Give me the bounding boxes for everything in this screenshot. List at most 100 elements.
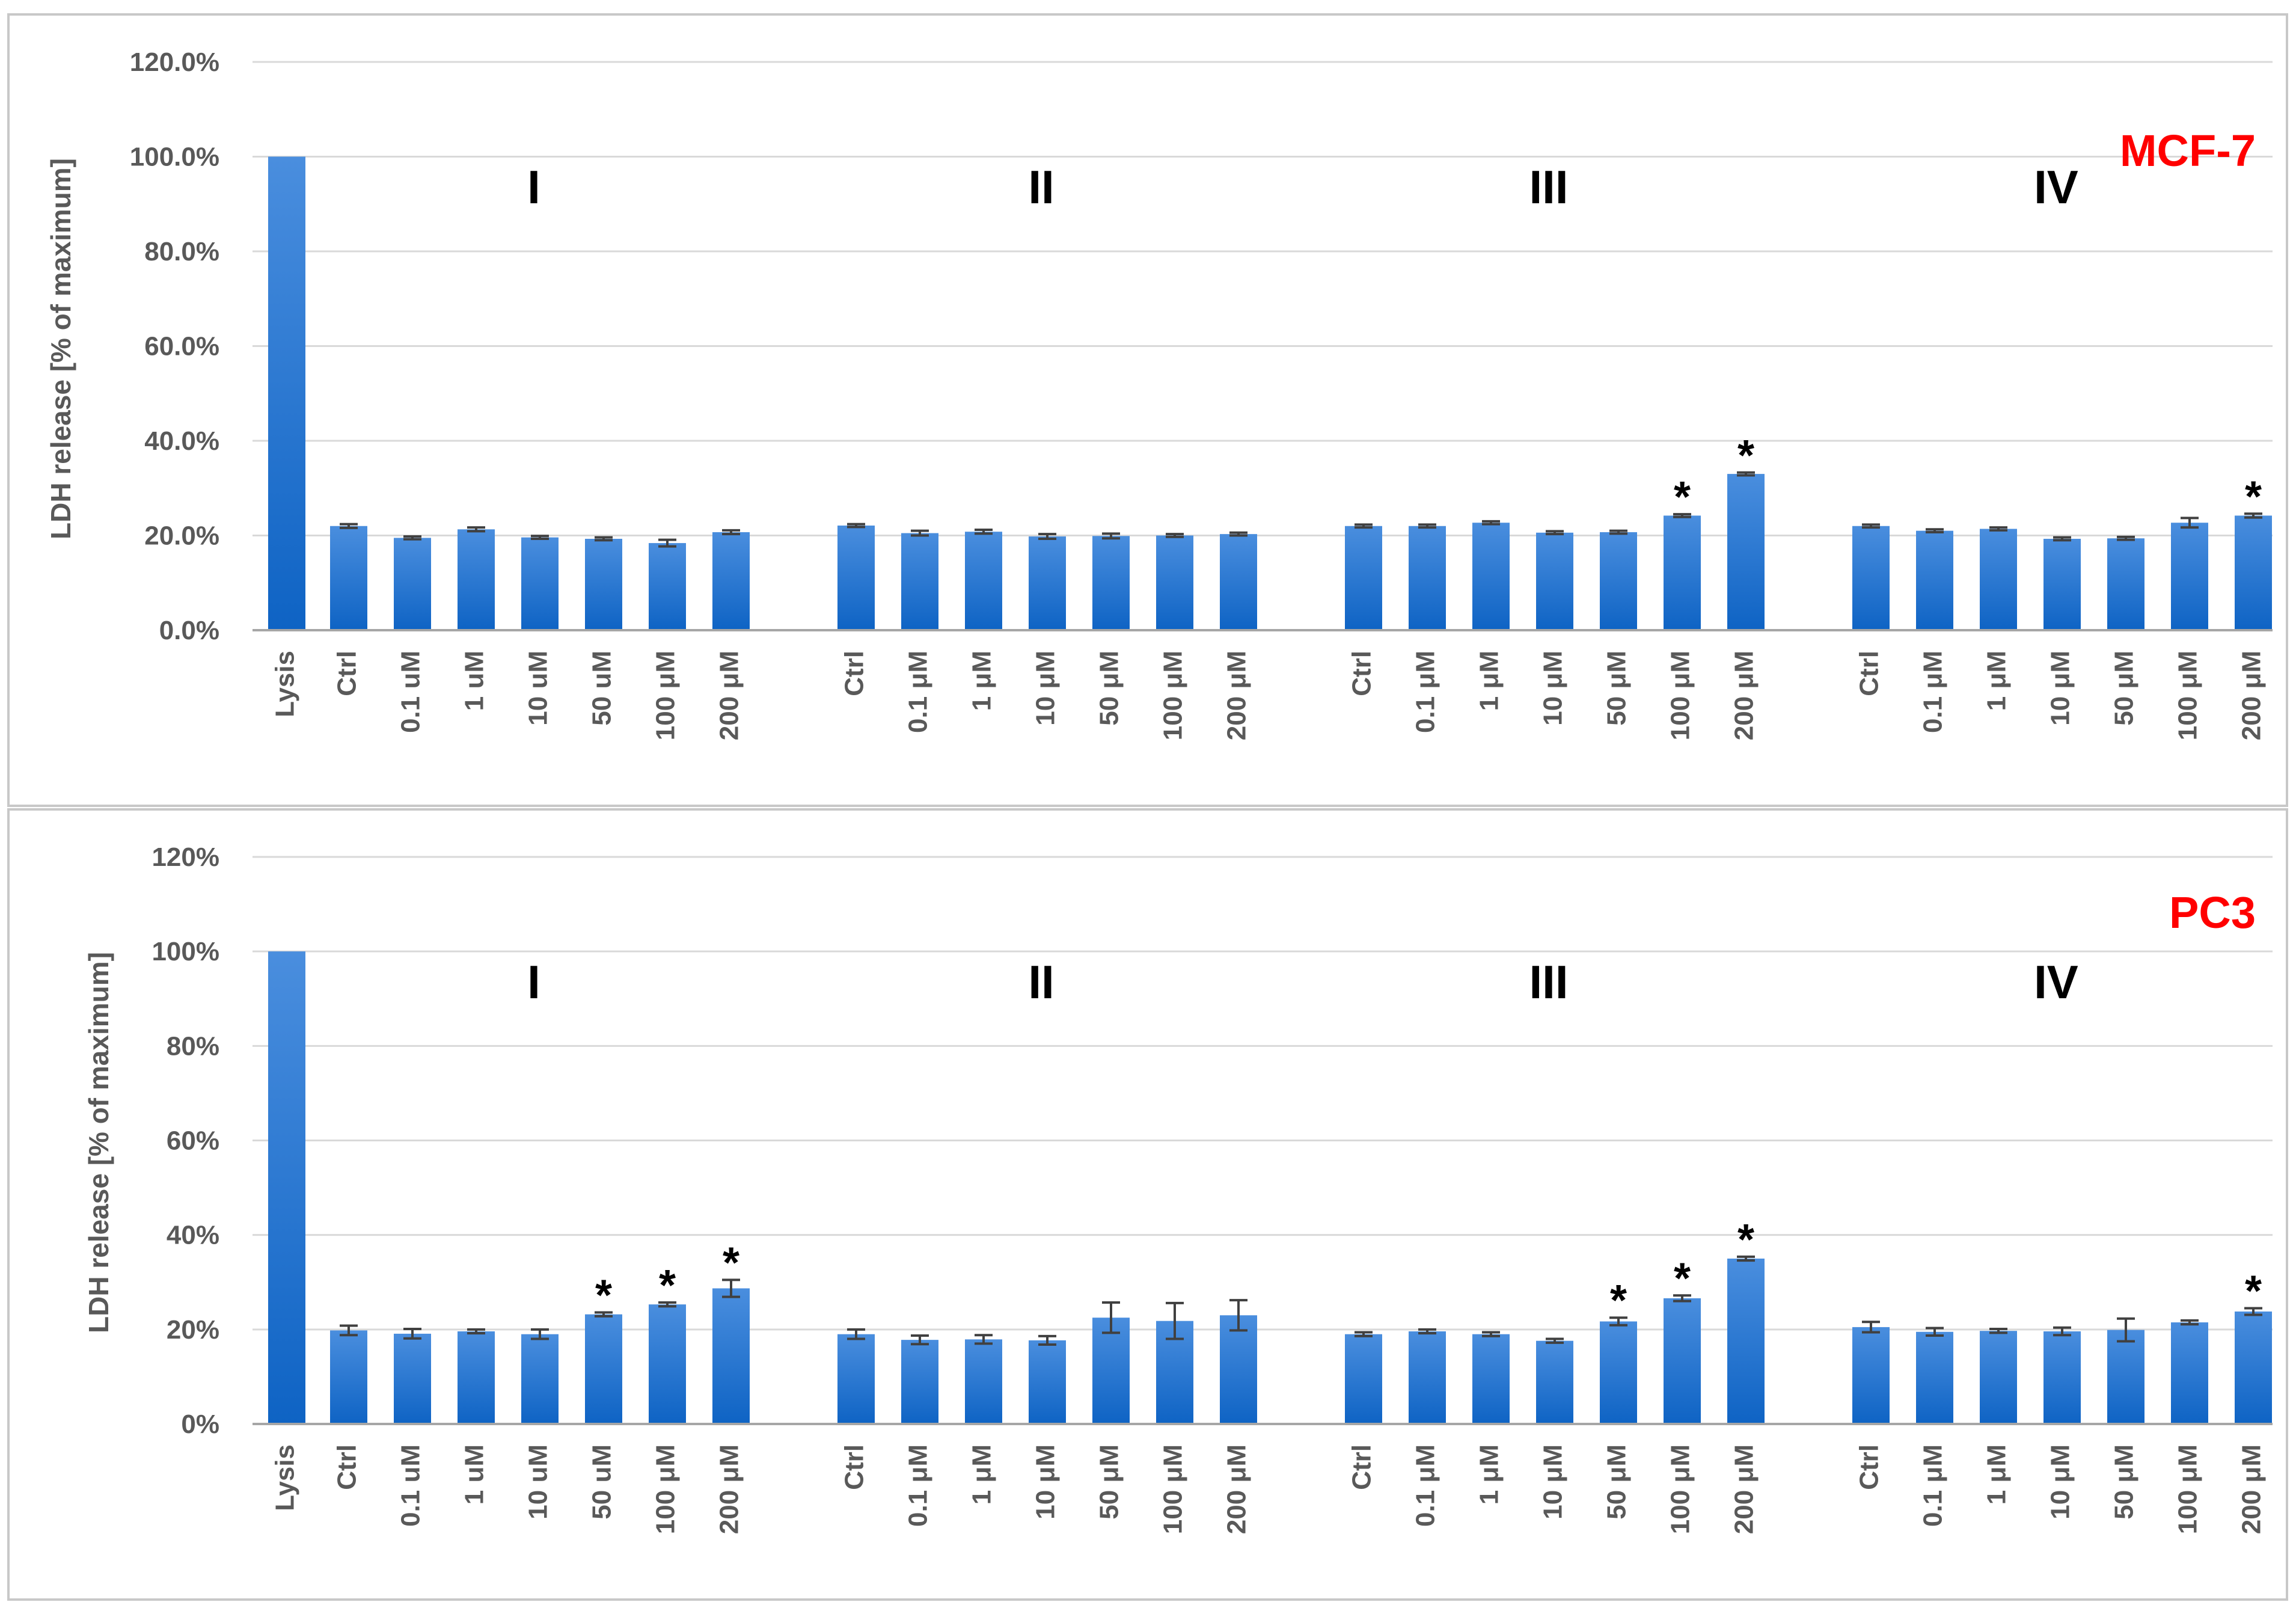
bar-group-4-1	[1916, 1331, 1953, 1424]
bar-group-3-2	[1472, 523, 1510, 630]
x-tick-label: 100 μM	[1666, 651, 1695, 740]
gridlines	[253, 61, 2273, 536]
x-tick-label: 0.1 μM	[1918, 651, 1948, 733]
y-tick-label: 80%	[167, 1031, 219, 1061]
significance-star: *	[1674, 473, 1691, 521]
bar-group-3-5	[1664, 515, 1701, 630]
bar-lysis	[268, 156, 305, 630]
x-tick-label: 200 μM	[2237, 651, 2267, 740]
bars: * * * * * * *	[268, 951, 2272, 1424]
bar-group-2-6	[1220, 1315, 1257, 1424]
group-label: III	[1529, 956, 1568, 1008]
bar-group-4-0	[1852, 526, 1890, 630]
bar-group-3-1	[1409, 1331, 1446, 1424]
bar-group-3-3	[1536, 532, 1573, 630]
pc3-chart-panel: * * ** *** 0%20%40%60%80%100%120%Lysis Ctrl 0…	[7, 808, 2288, 1601]
bar-group-1-6	[712, 1288, 750, 1424]
x-tick-label: 100 μM	[2173, 651, 2203, 740]
bars: * * *	[268, 156, 2272, 630]
bar-group-1-3	[521, 537, 559, 630]
x-tick-label: 1 μM	[967, 1444, 997, 1505]
group-label: I	[527, 161, 540, 213]
x-tick-label: 10 μM	[1031, 1444, 1061, 1520]
x-tick-label: Ctrl	[1347, 1444, 1377, 1490]
y-tick-label: 120%	[152, 842, 219, 872]
bar-group-3-6	[1727, 474, 1765, 630]
significance-star: *	[1737, 432, 1754, 480]
x-tick-label: Ctrl	[840, 651, 869, 696]
bar-group-2-2	[965, 532, 1002, 630]
x-tick-label: 10 μM	[1538, 1444, 1568, 1520]
x-tick-label: Ctrl	[332, 651, 362, 696]
x-tick-label: 50 μM	[1602, 651, 1632, 726]
x-tick-label: 200 μM	[1222, 1444, 1252, 1534]
bar-group-4-1	[1916, 530, 1953, 630]
x-tick-label: 50 uM	[587, 1444, 617, 1520]
x-tick-label: 10 μM	[1538, 651, 1568, 726]
bar-group-3-4	[1600, 1321, 1637, 1424]
y-tick-label: 120.0%	[130, 48, 219, 77]
group-label: II	[1028, 161, 1054, 213]
bar-group-4-3	[2043, 1331, 2081, 1424]
significance-star: *	[2245, 473, 2262, 521]
x-tick-label: 50 μM	[1095, 1444, 1124, 1520]
x-tick-label: 10 μM	[2046, 651, 2075, 726]
y-axis-title: LDH release [% of maximum]	[45, 158, 76, 539]
panel-border	[7, 808, 2288, 1601]
x-tick-label: 50 μM	[2110, 651, 2139, 726]
x-tick-label: 0.1 μM	[904, 651, 933, 733]
x-tick-label: 100 μM	[651, 651, 681, 740]
bar-group-3-0	[1345, 526, 1382, 630]
bar-group-4-0	[1852, 1327, 1890, 1424]
panel-label-pc3: PC3	[2169, 888, 2256, 937]
axes: 0.0% 20.0% 40.0% 60.0% 80.0% 100.0% 120.0% Lysi…	[130, 48, 2273, 740]
x-tick-label: Ctrl	[1855, 651, 1884, 696]
x-tick-label: 200 μM	[1222, 651, 1252, 740]
bar-group-4-6	[2235, 1311, 2272, 1424]
group-label: II	[1028, 956, 1054, 1008]
significance-star: *	[1737, 1216, 1754, 1264]
y-tick-label: 20%	[167, 1315, 219, 1345]
bar-group-4-6	[2235, 515, 2272, 630]
significance-star: *	[1610, 1277, 1627, 1325]
bar-group-4-4	[2107, 1330, 2144, 1424]
bar-group-2-2	[965, 1339, 1002, 1424]
x-tick-label: 10 μM	[2046, 1444, 2075, 1520]
y-tick-label: 60%	[167, 1126, 219, 1156]
bar-group-1-1	[394, 538, 431, 630]
bar-group-4-2	[1980, 1331, 2017, 1424]
x-tick-label: 0.1 μM	[1411, 651, 1440, 733]
y-tick-label: 20.0%	[144, 521, 219, 551]
bar-group-1-2	[458, 529, 495, 630]
bar-group-3-4	[1600, 532, 1637, 630]
bar-group-2-6	[1220, 534, 1257, 630]
x-tick-label: 100 μM	[1159, 1444, 1188, 1534]
panel-label-mcf7: MCF-7	[2120, 126, 2256, 176]
y-tick-label: 80.0%	[144, 237, 219, 266]
bar-group-2-1	[901, 533, 938, 630]
mcf7-chart-panel: * * * 0.0% 20.0% 40.0% 60.0% 80.0% 100.0% 120.0%…	[7, 13, 2288, 807]
y-tick-label: 40%	[167, 1221, 219, 1250]
bar-lysis	[268, 951, 305, 1424]
bar-group-2-5	[1156, 535, 1193, 630]
x-tick-label: 50 μM	[2110, 1444, 2139, 1520]
x-tick-label: 10 uM	[524, 651, 553, 726]
y-tick-label: 100%	[152, 937, 219, 966]
x-tick-label: 200 μM	[715, 651, 744, 740]
bar-group-4-3	[2043, 539, 2081, 630]
x-tick-label: 200 μM	[715, 1444, 744, 1534]
significance-star: *	[1674, 1254, 1691, 1303]
bar-group-4-5	[2171, 1322, 2208, 1424]
x-tick-label: Lysis	[271, 1444, 300, 1511]
x-tick-label: 0.1 uM	[396, 1444, 426, 1527]
x-tick-label: 100 μM	[2173, 1444, 2203, 1534]
bar-group-4-5	[2171, 523, 2208, 630]
bar-group-1-1	[394, 1333, 431, 1424]
x-tick-label: 0.1 uM	[396, 651, 426, 733]
y-axis-title: LDH release [% of maximum]	[83, 952, 114, 1333]
panel-border	[7, 13, 2288, 807]
bar-group-2-3	[1029, 536, 1066, 630]
significance-star: *	[723, 1239, 739, 1287]
x-tick-label: Ctrl	[1347, 651, 1377, 696]
